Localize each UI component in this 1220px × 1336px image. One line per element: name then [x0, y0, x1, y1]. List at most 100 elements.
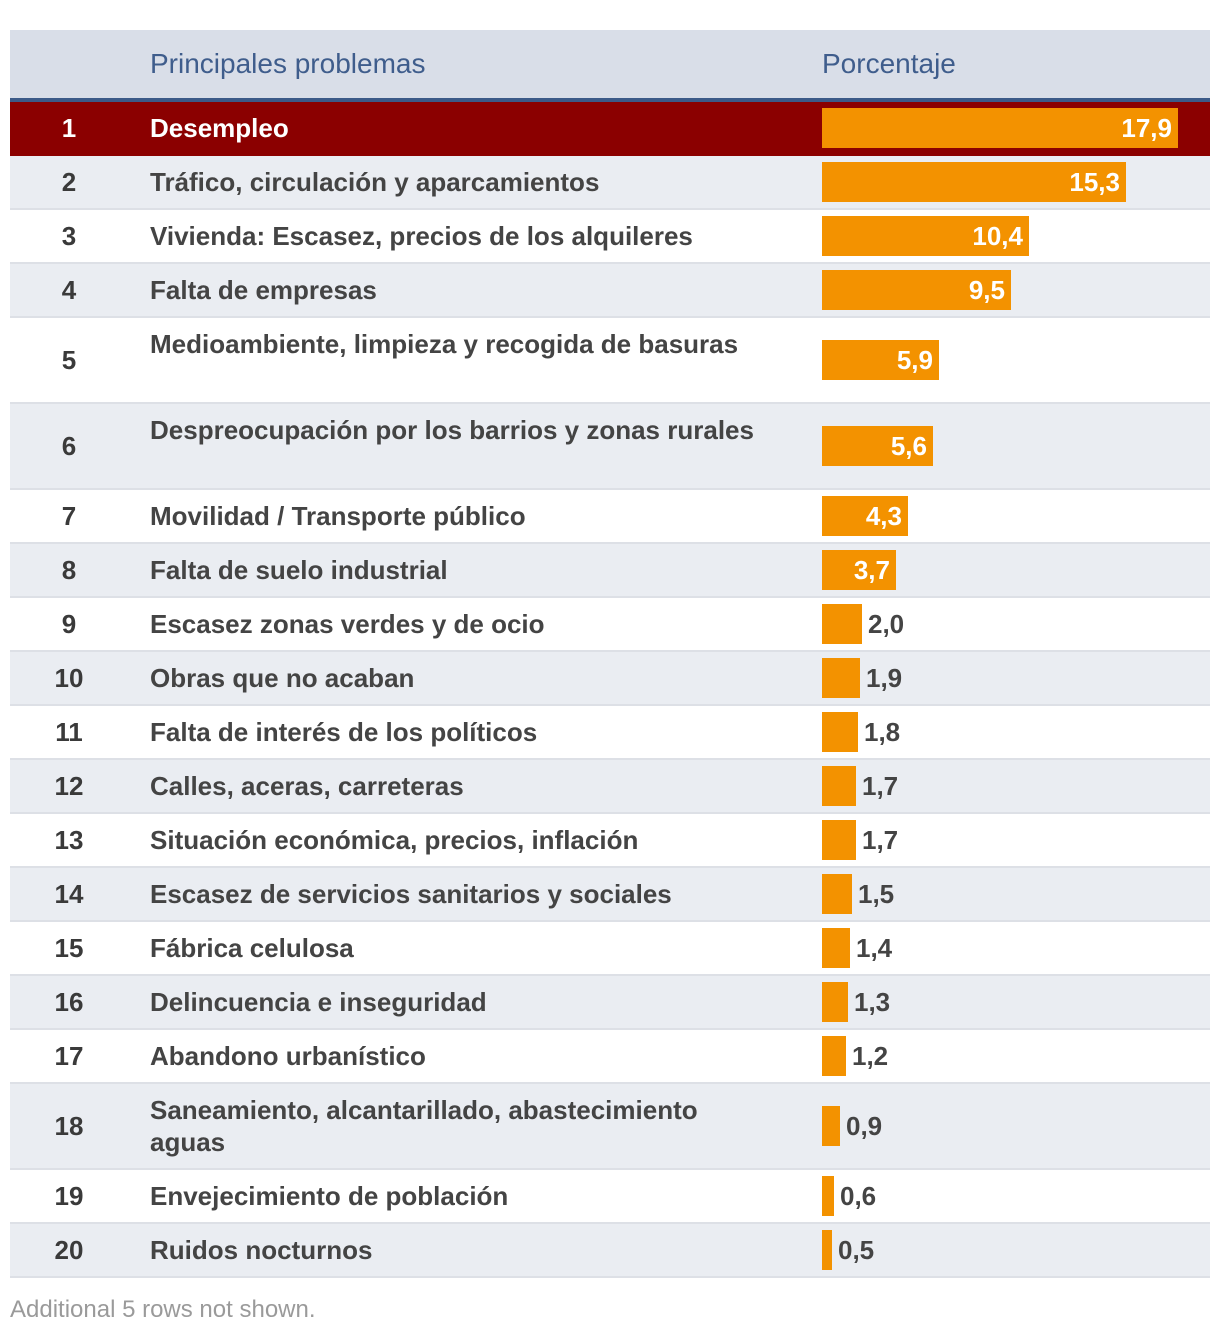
table-row: 17 Abandono urbanístico 1,2: [10, 1030, 1210, 1084]
row-rank: 7: [61, 501, 77, 531]
table-row: 18 Saneamiento, alcantarillado, abastecim…: [10, 1084, 1210, 1170]
row-problem-name: Vivienda: Escasez, precios de los alquil…: [150, 221, 693, 251]
row-rank: 14: [54, 879, 84, 909]
row-rank: 15: [54, 933, 84, 963]
percentage-value: 5,6: [890, 431, 927, 461]
percentage-value: 17,9: [1121, 113, 1172, 143]
row-rank: 8: [61, 555, 77, 585]
row-rank: 9: [61, 609, 77, 639]
row-problem-name: Escasez zonas verdes y de ocio: [150, 609, 545, 639]
percentage-value: 10,4: [972, 221, 1023, 251]
row-rank: 13: [54, 825, 84, 855]
percentage-value: 0,5: [838, 1235, 875, 1265]
row-problem-name: Despreocupación por los barrios y zonas …: [150, 415, 754, 445]
percentage-bar: [822, 766, 856, 806]
percentage-bar: [822, 928, 850, 968]
percentage-bar: [822, 982, 848, 1022]
row-problem-name: Abandono urbanístico: [150, 1041, 426, 1071]
table-row: 1 Desempleo 17,9: [10, 102, 1210, 156]
percentage-bar: [822, 658, 860, 698]
table-row: 4 Falta de empresas 9,5: [10, 264, 1210, 318]
row-problem-name: Desempleo: [150, 113, 289, 143]
percentage-bar: [822, 1230, 832, 1270]
row-rank: 10: [54, 663, 84, 693]
percentage-bar: [822, 216, 1029, 256]
header-percentage: Porcentaje: [822, 48, 956, 79]
row-rank: 19: [54, 1181, 84, 1211]
row-problem-name: Movilidad / Transporte público: [150, 501, 526, 531]
table-header: Principales problemas Porcentaje: [10, 30, 1210, 102]
row-rank: 4: [61, 275, 77, 305]
row-rank: 1: [61, 113, 77, 143]
row-problem-name: Calles, aceras, carreteras: [150, 771, 464, 801]
table-row: 3 Vivienda: Escasez, precios de los alqui…: [10, 210, 1210, 264]
table-row: 13 Situación económica, precios, inflació…: [10, 814, 1210, 868]
row-rank: 2: [61, 167, 77, 197]
percentage-value: 1,2: [852, 1041, 889, 1071]
percentage-value: 0,6: [840, 1181, 877, 1211]
percentage-bar: [822, 340, 939, 380]
percentage-value: 4,3: [865, 501, 902, 531]
row-problem-name: Falta de empresas: [150, 275, 377, 305]
row-problem-name: Tráfico, circulación y aparcamientos: [150, 167, 600, 197]
row-problem-name: Obras que no acaban: [150, 663, 415, 693]
percentage-value: 3,7: [853, 555, 890, 585]
table-row: 9 Escasez zonas verdes y de ocio 2,0: [10, 598, 1210, 652]
table-row: 16 Delincuencia e inseguridad 1,3: [10, 976, 1210, 1030]
percentage-bar: [822, 108, 1178, 148]
table-row: 12 Calles, aceras, carreteras 1,7: [10, 760, 1210, 814]
percentage-value: 2,0: [868, 609, 905, 639]
percentage-value: 9,5: [968, 275, 1005, 305]
percentage-value: 1,4: [856, 933, 893, 963]
percentage-bar: [822, 874, 852, 914]
row-rank: 11: [55, 717, 83, 747]
percentage-bar: [822, 820, 856, 860]
row-problem-name: Saneamiento, alcantarillado, abastecimie…: [150, 1095, 698, 1157]
percentage-value: 1,8: [864, 717, 901, 747]
table-row: 8 Falta de suelo industrial 3,7: [10, 544, 1210, 598]
percentage-bar: [822, 712, 858, 752]
row-problem-name: Envejecimiento de población: [150, 1181, 509, 1211]
row-rank: 6: [61, 431, 77, 461]
table-row: 20 Ruidos nocturnos 0,5: [10, 1224, 1210, 1278]
row-problem-name: Falta de interés de los políticos: [150, 717, 538, 747]
percentage-value: 1,7: [862, 771, 899, 801]
problems-table: Principales problemas Porcentaje 1 Desemp…: [10, 30, 1210, 1278]
table-row: 2 Tráfico, circulación y aparcamientos 15,…: [10, 156, 1210, 210]
percentage-bar: [822, 270, 1011, 310]
row-problem-name: Medioambiente, limpieza y recogida de ba…: [150, 329, 739, 359]
row-rank: 12: [54, 771, 84, 801]
row-problem-name: Fábrica celulosa: [150, 933, 354, 963]
footnote: Additional 5 rows not shown.: [10, 1296, 316, 1323]
percentage-value: 5,9: [896, 345, 933, 375]
percentage-value: 15,3: [1069, 167, 1120, 197]
table-row: 10 Obras que no acaban 1,9: [10, 652, 1210, 706]
table-row: 7 Movilidad / Transporte público 4,3: [10, 490, 1210, 544]
header-problems: Principales problemas: [150, 48, 426, 79]
percentage-value: 1,3: [854, 987, 891, 1017]
row-rank: 16: [54, 987, 84, 1017]
row-problem-name: Delincuencia e inseguridad: [150, 987, 487, 1017]
row-rank: 18: [54, 1111, 84, 1141]
row-rank: 20: [54, 1235, 84, 1265]
row-problem-name: Ruidos nocturnos: [150, 1235, 373, 1265]
table-row: 14 Escasez de servicios sanitarios y soci…: [10, 868, 1210, 922]
row-problem-name: Escasez de servicios sanitarios y social…: [150, 879, 672, 909]
percentage-value: 1,5: [858, 879, 895, 909]
percentage-value: 1,7: [862, 825, 899, 855]
percentage-bar: [822, 550, 896, 590]
row-problem-name: Falta de suelo industrial: [150, 555, 448, 585]
table-row: 5 Medioambiente, limpieza y recogida de b…: [10, 318, 1210, 404]
percentage-bar: [822, 604, 862, 644]
percentage-bar: [822, 426, 933, 466]
table-row: 6 Despreocupación por los barrios y zonas…: [10, 404, 1210, 490]
row-rank: 5: [61, 345, 77, 375]
table-row: 11 Falta de interés de los políticos 1,8: [10, 706, 1210, 760]
percentage-bar: [822, 162, 1126, 202]
row-rank: 3: [61, 221, 77, 251]
row-rank: 17: [54, 1041, 84, 1071]
row-problem-name: Situación económica, precios, inflación: [150, 825, 639, 855]
table-row: 15 Fábrica celulosa 1,4: [10, 922, 1210, 976]
percentage-bar: [822, 496, 908, 536]
percentage-value: 1,9: [866, 663, 903, 693]
